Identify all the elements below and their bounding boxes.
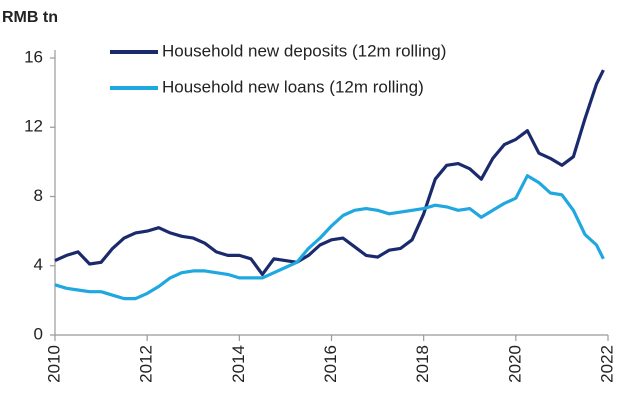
x-tick-label: 2014 [229, 345, 248, 383]
series-line [54, 174, 605, 301]
x-tick-label: 2018 [413, 345, 432, 383]
y-tick-label: 12 [24, 117, 43, 136]
series-line [54, 69, 605, 276]
legend-label: Household new loans (12m rolling) [162, 77, 424, 96]
x-tick-label: 2010 [44, 345, 63, 383]
x-tick-label: 2016 [321, 345, 340, 383]
y-tick-label: 4 [34, 255, 43, 274]
x-tick-label: 2020 [505, 345, 524, 383]
x-tick-label: 2022 [597, 345, 616, 383]
y-tick-label: 0 [34, 324, 43, 343]
x-tick-label: 2012 [137, 345, 156, 383]
legend-label: Household new deposits (12m rolling) [162, 41, 446, 60]
y-tick-label: 8 [34, 186, 43, 205]
y-axis-label: RMB tn [2, 9, 58, 26]
y-tick-label: 16 [24, 47, 43, 66]
